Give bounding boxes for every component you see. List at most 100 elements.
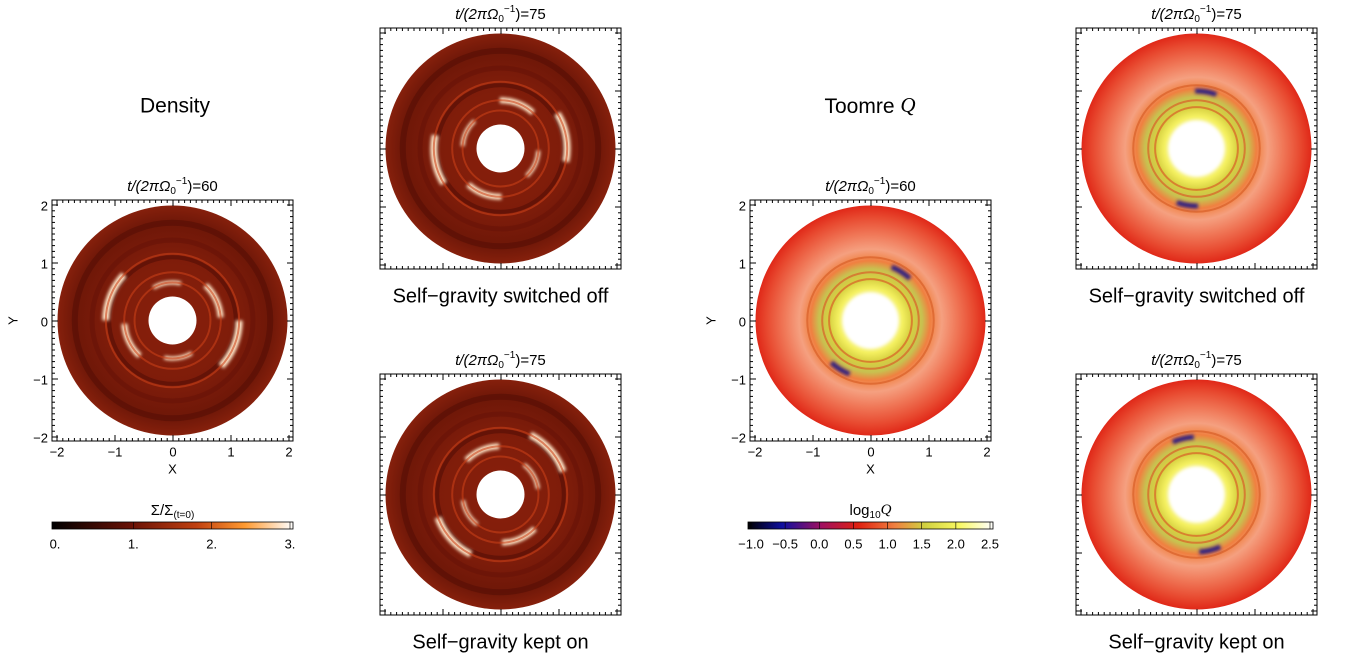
- ring: [104, 252, 241, 389]
- text-part: )=60: [885, 178, 915, 195]
- text-part: t/(2πΩ: [455, 352, 498, 369]
- colorbar-tick-label: 2.: [206, 536, 217, 551]
- center: [1168, 120, 1225, 177]
- ring: [1154, 106, 1239, 191]
- y-tick-label: −1: [33, 372, 48, 387]
- text-part: t/(2πΩ: [1151, 6, 1194, 23]
- colorbar-tick-label: 0.: [50, 536, 61, 551]
- text-part: Q: [900, 93, 915, 117]
- x-tick-label: −1: [806, 444, 821, 459]
- colorbar-tick-label: 1.0: [879, 536, 897, 551]
- colorbar: [747, 521, 994, 530]
- x-tick-label: 2: [285, 444, 292, 459]
- y-tick-label: 1: [739, 256, 746, 271]
- disk-image: [51, 199, 294, 442]
- colorbar-tick-label: −0.5: [772, 536, 798, 551]
- text-part: −1: [1200, 4, 1212, 15]
- text-part: −1: [1200, 350, 1212, 361]
- x-tick-label: 0: [169, 444, 176, 459]
- panel-title: t/(2πΩ0−1)=60: [825, 176, 916, 197]
- text-part: −1: [504, 4, 516, 15]
- x-tick-label: 0: [867, 444, 874, 459]
- colorbar-tick-label: 2.5: [981, 536, 999, 551]
- x-axis-label: X: [168, 461, 177, 476]
- y-tick-label: 0: [41, 314, 48, 329]
- ring: [451, 99, 550, 198]
- ring: [1154, 452, 1239, 537]
- y-tick-label: −2: [33, 430, 48, 445]
- text-part: 0: [498, 360, 504, 371]
- ring: [451, 445, 550, 544]
- text-part: 0: [868, 186, 874, 197]
- ring: [399, 393, 602, 596]
- text-part: )=75: [515, 6, 545, 23]
- y-tick-label: 1: [41, 256, 48, 271]
- center: [842, 292, 899, 349]
- disk-image: [1075, 27, 1318, 270]
- ring: [1132, 84, 1261, 213]
- text-part: t/(2πΩ: [127, 178, 170, 195]
- hole: [148, 296, 197, 345]
- x-tick-label: −1: [108, 444, 123, 459]
- x-tick-label: 2: [983, 444, 990, 459]
- x-tick-label: −2: [748, 444, 763, 459]
- text-part: t/(2πΩ: [1151, 352, 1194, 369]
- colorbar-tick-label: 3.: [285, 536, 296, 551]
- text-part: 0: [1194, 14, 1200, 25]
- text-part: Σ/Σ: [151, 502, 174, 519]
- text-part: )=60: [187, 178, 217, 195]
- text-part: t/(2πΩ: [825, 178, 868, 195]
- ring: [432, 80, 569, 217]
- colorbar-tick-label: 2.0: [947, 536, 965, 551]
- ring: [71, 219, 274, 422]
- disk-image: [749, 199, 992, 442]
- ring: [435, 429, 566, 560]
- ring: [123, 271, 222, 370]
- heading: Density: [140, 95, 211, 118]
- text-part: log: [850, 502, 870, 519]
- ring: [828, 278, 913, 363]
- text-part: t/(2πΩ: [455, 6, 498, 23]
- x-tick-label: 1: [227, 444, 234, 459]
- y-axis-label: Y: [703, 316, 718, 325]
- y-tick-label: −1: [731, 372, 746, 387]
- ring: [133, 281, 212, 360]
- caption: Self−gravity switched off: [393, 285, 609, 307]
- colorbar: [51, 521, 294, 530]
- caption: Self−gravity kept on: [1108, 631, 1284, 653]
- ring: [806, 256, 935, 385]
- heading: Toomre Q: [824, 93, 915, 118]
- panel-title: t/(2πΩ0−1)=75: [1151, 4, 1242, 25]
- x-tick-label: 1: [925, 444, 932, 459]
- dark-arc: [1136, 88, 1257, 209]
- colorbar-tick-label: 1.5: [913, 536, 931, 551]
- ring: [1147, 99, 1246, 198]
- y-tick-label: 0: [739, 314, 746, 329]
- ring: [821, 271, 920, 370]
- disk-image: [1075, 373, 1318, 616]
- text-part: −1: [874, 176, 886, 187]
- colorbar-tick-label: 1.: [128, 536, 139, 551]
- colorbar-tick-label: 0.0: [810, 536, 828, 551]
- y-tick-label: −2: [731, 430, 746, 445]
- y-tick-label: 2: [739, 198, 746, 213]
- y-tick-label: 2: [41, 198, 48, 213]
- ring: [399, 47, 602, 250]
- caption: Self−gravity switched off: [1089, 285, 1305, 307]
- text-part: )=75: [1211, 352, 1241, 369]
- ring: [432, 426, 569, 563]
- panel-title: t/(2πΩ0−1)=60: [127, 176, 218, 197]
- colorbar-label: Σ/Σ(t=0): [151, 502, 195, 521]
- colorbar-tick-label: 0.5: [844, 536, 862, 551]
- text-part: )=75: [1211, 6, 1241, 23]
- ring: [1132, 430, 1261, 559]
- text-part: Toomre: [824, 95, 900, 118]
- text-part: (t=0): [173, 510, 194, 521]
- disk-image: [379, 27, 622, 270]
- disk-image: [379, 373, 622, 616]
- text-part: )=75: [515, 352, 545, 369]
- x-tick-label: −2: [50, 444, 65, 459]
- ring: [417, 65, 584, 232]
- text-part: 0: [1194, 360, 1200, 371]
